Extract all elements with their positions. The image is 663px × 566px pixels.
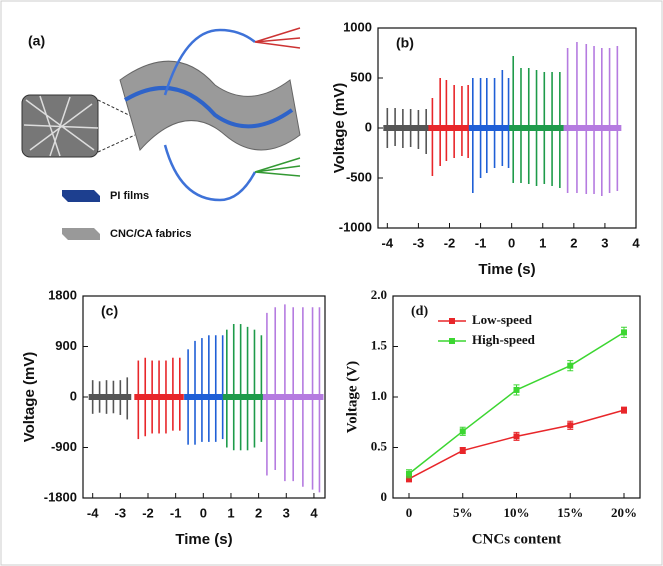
wire-ends — [254, 157, 301, 177]
y-tick-label: 0 — [381, 489, 388, 504]
x-tick-label: -1 — [170, 505, 182, 520]
y-tick-label: -1800 — [44, 489, 77, 504]
x-tick-label: 2 — [255, 505, 262, 520]
y-tick-label: -900 — [51, 439, 77, 454]
x-tick-label: 3 — [601, 235, 608, 250]
marker — [459, 447, 466, 454]
x-tick-label: 4 — [310, 505, 318, 520]
marker — [621, 407, 627, 414]
y-tick-label: 0.5 — [371, 438, 388, 453]
x-tick-label: 1 — [539, 235, 546, 250]
marker — [567, 422, 574, 429]
y-tick-label: 1000 — [343, 19, 372, 34]
panel-label: (a) — [28, 33, 45, 49]
legend-label: Low-speed — [472, 312, 533, 327]
legend-marker — [449, 338, 455, 344]
panel-a: (a) PI films CNC/CA fabrics — [21, 27, 301, 240]
x-tick-label: -2 — [142, 505, 154, 520]
marker — [406, 470, 412, 477]
x-tick-label: -3 — [115, 505, 127, 520]
x-axis-label: Time (s) — [175, 531, 232, 548]
marker — [513, 386, 520, 393]
wire-bottom — [163, 144, 257, 202]
y-tick-label: 1.5 — [371, 337, 388, 352]
legend-label: PI films — [110, 190, 149, 202]
legend-label: CNC/CA fabrics — [110, 228, 192, 240]
panel-label: (b) — [396, 35, 414, 51]
wire-ends — [254, 27, 301, 49]
x-axis-label: CNCs content — [472, 531, 562, 547]
panel-label: (d) — [411, 304, 428, 319]
x-tick-label: 10% — [504, 505, 530, 520]
marker — [567, 362, 574, 369]
x-axis-label: Time (s) — [478, 261, 535, 278]
y-tick-label: 2.0 — [371, 287, 387, 302]
x-tick-label: -4 — [87, 505, 99, 520]
zoom-lines — [97, 99, 136, 153]
y-axis-label: Voltage (mV) — [21, 352, 38, 443]
wire-top — [163, 28, 256, 96]
marker — [459, 428, 466, 435]
legend-label: High-speed — [472, 332, 536, 347]
fibers — [23, 95, 99, 157]
x-tick-label: 2 — [570, 235, 577, 250]
x-tick-label: 4 — [632, 235, 640, 250]
y-tick-label: -500 — [346, 169, 372, 184]
y-axis-label: Voltage (V) — [344, 361, 360, 433]
y-tick-label: 1.0 — [371, 388, 387, 403]
y-tick-label: 500 — [350, 69, 372, 84]
fabric-icon — [62, 228, 100, 240]
y-tick-label: 0 — [70, 388, 77, 403]
x-tick-label: 1 — [227, 505, 234, 520]
y-tick-label: 900 — [55, 338, 77, 353]
marker — [513, 433, 520, 440]
pi-icon — [62, 190, 100, 202]
x-tick-label: -2 — [444, 235, 456, 250]
marker — [406, 475, 412, 482]
x-tick-label: 0 — [508, 235, 515, 250]
x-tick-label: 3 — [283, 505, 290, 520]
y-tick-label: -1000 — [339, 219, 372, 234]
x-tick-label: -3 — [413, 235, 425, 250]
marker — [621, 329, 627, 336]
x-tick-label: 20% — [611, 505, 637, 520]
y-axis-label: Voltage (mV) — [331, 83, 348, 174]
x-tick-label: 5% — [453, 505, 473, 520]
pi-film — [123, 86, 294, 129]
x-tick-label: -1 — [475, 235, 487, 250]
legend-marker — [449, 318, 455, 324]
y-tick-label: 0 — [365, 119, 372, 134]
x-tick-label: 0 — [406, 505, 413, 520]
x-tick-label: -4 — [382, 235, 394, 250]
x-tick-label: 0 — [200, 505, 207, 520]
x-tick-label: 15% — [557, 505, 583, 520]
y-tick-label: 1800 — [48, 287, 77, 302]
panel-label: (c) — [101, 303, 118, 319]
